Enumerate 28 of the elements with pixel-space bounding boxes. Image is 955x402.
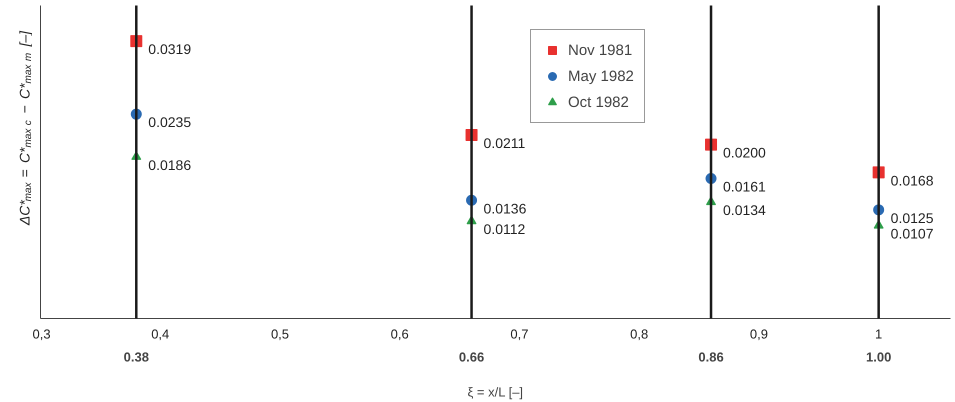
ref-line-label: 1.00 [866,350,892,364]
data-label: 0.0107 [890,225,934,242]
x-tick-label: 1 [875,326,882,342]
data-label: 0.0168 [890,172,934,188]
x-axis-title: ξ = x/L [–] [467,384,524,400]
data-label: 0.0235 [148,114,192,130]
legend-label: May 1982 [568,68,634,84]
x-tick-label: 0,7 [510,326,528,342]
x-tick-label: 0,9 [750,326,768,342]
data-label: 0.0125 [890,210,934,226]
data-label: 0.0136 [484,200,527,216]
x-tick-label: 0,3 [32,326,51,342]
x-tick-label: 0,5 [270,326,290,342]
data-label: 0.0319 [148,41,192,58]
legend-label: Oct 1982 [568,94,629,110]
data-label: 0.0112 [484,221,526,238]
ref-line-label: 0.66 [458,350,484,364]
x-tick-label: 0,8 [630,326,648,342]
legend-label: Nov 1981 [568,42,632,58]
data-label: 0.0211 [484,135,526,152]
ref-line-label: 0.86 [698,350,724,364]
data-label: 0.0186 [148,156,192,173]
ref-line-label: 0.38 [124,350,149,364]
data-label: 0.0134 [723,202,766,218]
data-label: 0.0200 [723,144,766,161]
x-tick-label: 0,6 [390,326,409,342]
x-tick-label: 0,4 [151,326,170,342]
data-label: 0.0161 [723,178,766,195]
